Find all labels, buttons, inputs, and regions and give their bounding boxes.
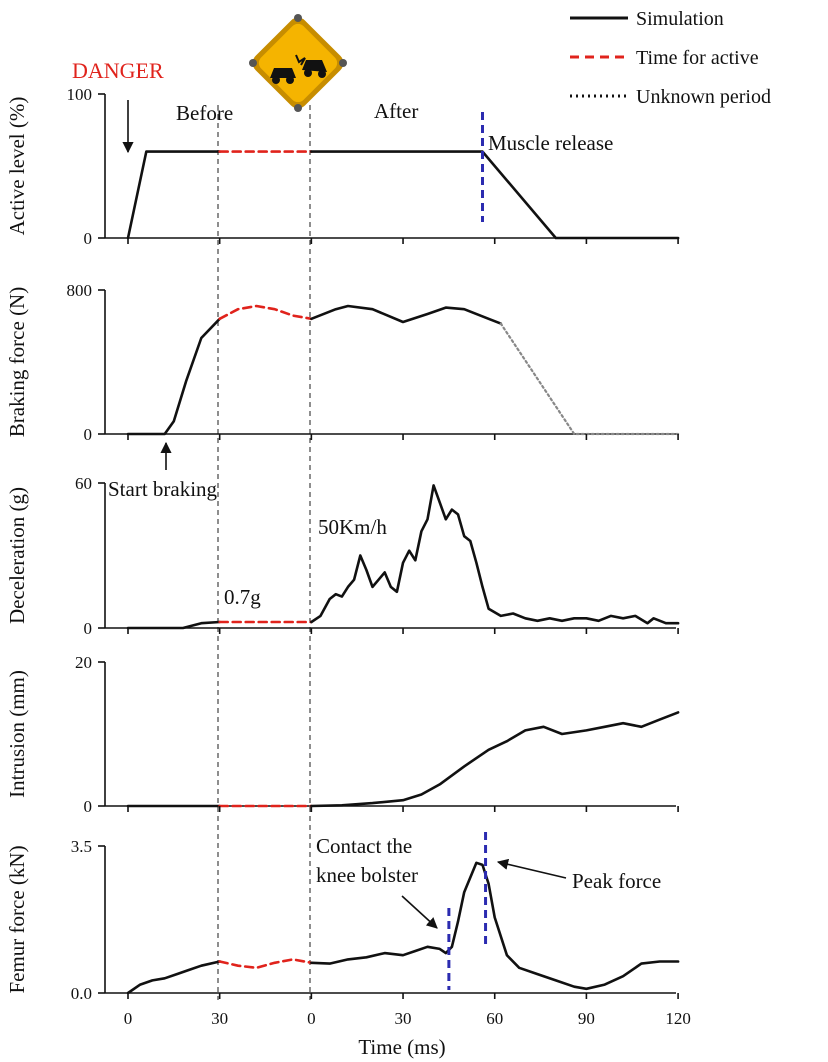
y-tick-label: 100 (67, 85, 93, 104)
series-line-solid (126, 150, 221, 240)
panel-2: 0 800 Braking force (N) (5, 281, 680, 444)
y-tick-label: 60 (75, 474, 92, 493)
series-line-solid (126, 960, 221, 995)
x-tick-label: 30 (395, 1009, 412, 1028)
panel-1: 0 100 Active level (%) (5, 85, 680, 248)
x-tick-label: 60 (486, 1009, 503, 1028)
x-tick-label: 0 (307, 1009, 316, 1028)
series-line-dashed-red (218, 958, 313, 970)
series-line-solid (126, 317, 221, 436)
series-line-dotted (499, 322, 680, 436)
x-tick-label: 120 (665, 1009, 691, 1028)
x-tick-label: 90 (578, 1009, 595, 1028)
y-tick-label: 0 (84, 619, 93, 638)
series-line-dashed-red (218, 304, 313, 321)
y-tick-label: 3.5 (71, 837, 92, 856)
before-label: Before (176, 101, 233, 125)
legend: Simulation Time for active Unknown perio… (570, 8, 771, 108)
legend-simulation-label: Simulation (636, 8, 724, 30)
x-tick-label: 0 (124, 1009, 133, 1028)
series-line-solid (310, 304, 503, 325)
y-axis-label: Active level (%) (5, 97, 29, 236)
contact-label-line2: knee bolster (316, 863, 418, 887)
x-axis-label: Time (ms) (358, 1035, 445, 1059)
series-line-solid (310, 484, 680, 625)
y-tick-label: 20 (75, 653, 92, 672)
y-tick-label: 0 (84, 229, 93, 248)
y-axis-label: Braking force (N) (5, 287, 29, 437)
peak-force-label: Peak force (572, 869, 661, 893)
y-axis-label: Deceleration (g) (5, 487, 29, 624)
car-crash-warning-icon (249, 14, 347, 112)
series-line-solid (126, 620, 221, 630)
series-line-solid (310, 861, 680, 991)
panel-3: 0 60 Deceleration (g) (5, 474, 680, 638)
y-tick-label: 800 (67, 281, 93, 300)
panel-4: 0 20 Intrusion (mm) (5, 653, 680, 816)
speed-label: 50Km/h (318, 515, 387, 539)
start-braking-label: Start braking (108, 477, 218, 501)
series-line-solid (310, 150, 680, 240)
decel-value-label: 0.7g (224, 585, 261, 609)
legend-unknown-label: Unknown period (636, 86, 771, 108)
y-tick-label: 0 (84, 425, 93, 444)
peak-force-arrow (496, 858, 567, 879)
y-axis-label: Intrusion (mm) (5, 670, 29, 798)
contact-arrow (401, 895, 438, 929)
y-tick-label: 0 (84, 797, 93, 816)
x-tick-label: 30 (211, 1009, 228, 1028)
y-axis-label: Femur force (kN) (5, 845, 29, 993)
contact-label-line1: Contact the (316, 834, 412, 858)
panel-5: 0.0 3.5 Femur force (kN) (5, 832, 680, 1003)
legend-active-label: Time for active (636, 47, 759, 69)
series-line-solid (310, 711, 680, 808)
after-label: After (374, 99, 418, 123)
y-tick-label: 0.0 (71, 984, 92, 1003)
muscle-release-label: Muscle release (488, 131, 613, 155)
danger-label: DANGER (72, 58, 164, 83)
